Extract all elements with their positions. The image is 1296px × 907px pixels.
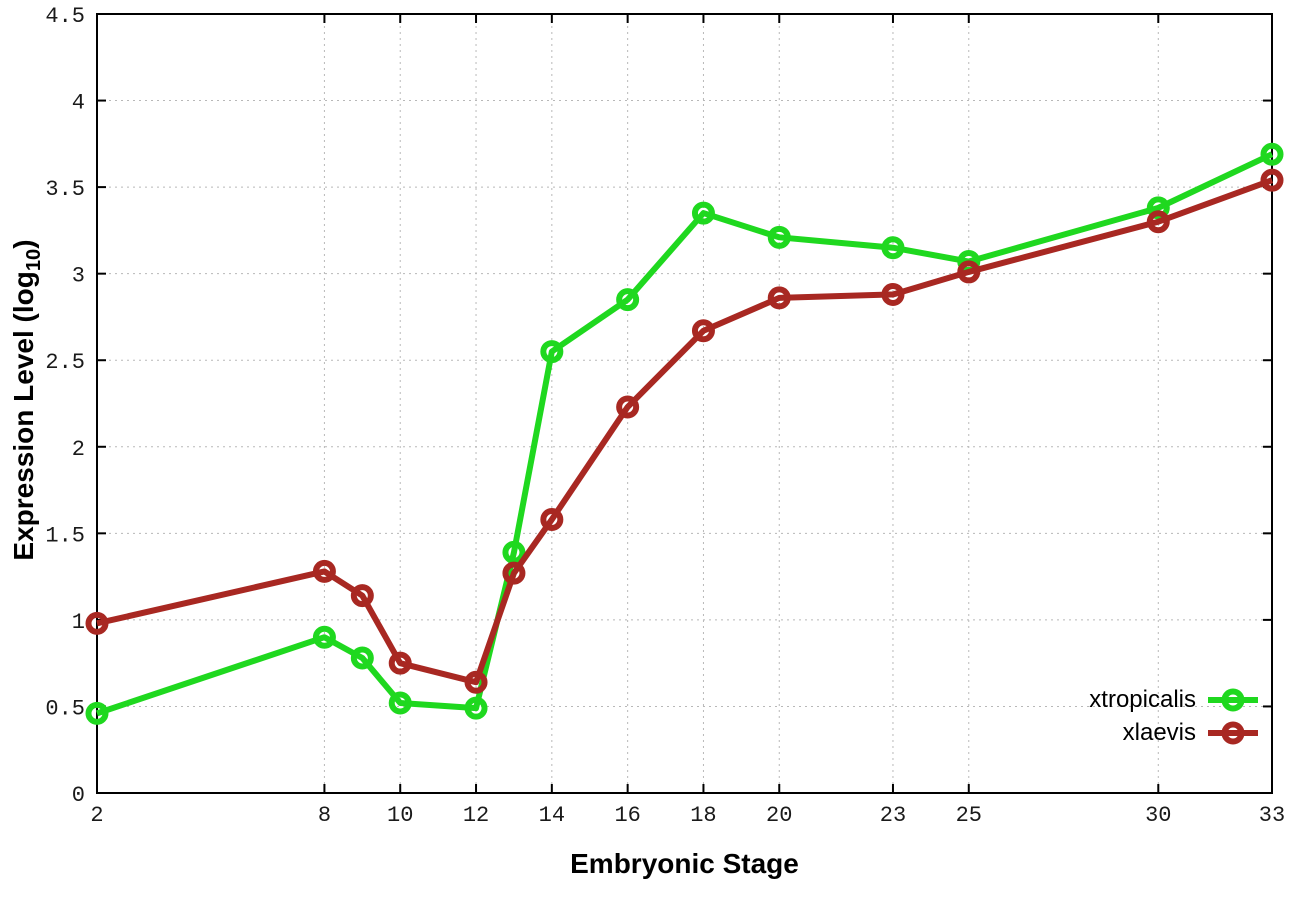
data-point: [388, 691, 412, 715]
data-point: [1260, 142, 1284, 166]
y-tick-label: 4: [72, 91, 85, 116]
data-point: [767, 225, 791, 249]
y-axis-title: Expression Level (log10): [8, 239, 46, 560]
y-axis-title-subscript: 10: [22, 248, 45, 272]
data-point: [312, 625, 336, 649]
data-point: [1146, 210, 1170, 234]
legend: xtropicalis xlaevis: [1089, 684, 1260, 748]
y-axis-title-close: ): [8, 239, 40, 249]
series-xlaevis: [85, 168, 1284, 694]
x-tick-label: 10: [387, 803, 413, 828]
x-tick-label: 8: [318, 803, 331, 828]
x-tick-label: 2: [90, 803, 103, 828]
series-xtropicalis: [85, 142, 1284, 725]
tick-marks: [96, 13, 1273, 794]
data-point: [881, 236, 905, 260]
y-tick-label: 3: [72, 264, 85, 289]
data-point: [616, 288, 640, 312]
legend-item-xlaevis: xlaevis: [1123, 717, 1260, 748]
data-point: [85, 701, 109, 725]
x-tick-label: 12: [463, 803, 489, 828]
y-tick-label: 2: [72, 437, 85, 462]
data-point: [540, 340, 564, 364]
legend-item-xtropicalis: xtropicalis: [1089, 684, 1260, 715]
data-point: [502, 561, 526, 585]
plot-border: [96, 13, 1273, 794]
y-axis-title-text: Expression Level (log: [8, 271, 40, 561]
data-point: [616, 395, 640, 419]
data-point: [85, 611, 109, 635]
series-line: [96, 177, 1274, 686]
sample-marker: [1221, 688, 1245, 711]
data-point: [767, 286, 791, 310]
gridlines: [97, 14, 1272, 793]
x-tick-label: 16: [614, 803, 640, 828]
data-point: [312, 559, 336, 583]
y-tick-label: 3.5: [45, 177, 85, 202]
x-tick-label: 18: [690, 803, 716, 828]
y-tick-label: 2.5: [45, 350, 85, 375]
data-point: [540, 507, 564, 531]
x-tick-label: 25: [956, 803, 982, 828]
data-point: [350, 584, 374, 608]
y-tick-label: 1: [72, 610, 85, 635]
data-point: [464, 670, 488, 694]
data-point: [691, 319, 715, 343]
y-tick-label: 0: [72, 783, 85, 808]
y-tick-label: 0.5: [45, 696, 85, 721]
tick-labels: 2 8 10 12 14 16 18 20 23 25 30 33 0 0.5 1 1.5 2 2.5 3 3.5 4 4…: [45, 4, 1285, 828]
y-tick-label: 1.5: [45, 523, 85, 548]
data-point: [1146, 196, 1170, 220]
x-axis-title: Embryonic Stage: [570, 848, 799, 879]
x-tick-label: 33: [1259, 803, 1285, 828]
x-tick-label: 20: [766, 803, 792, 828]
x-tick-label: 23: [880, 803, 906, 828]
data-point: [388, 651, 412, 675]
data-point: [464, 696, 488, 720]
data-point: [881, 282, 905, 306]
x-tick-label: 30: [1145, 803, 1171, 828]
data-point: [1260, 168, 1284, 192]
line-marker-sample-icon: [1208, 688, 1258, 711]
data-point: [957, 260, 981, 284]
data-point: [691, 201, 715, 225]
data-point: [350, 646, 374, 670]
legend-label: xlaevis: [1122, 718, 1196, 746]
line-marker-sample-icon: [1208, 721, 1258, 744]
y-tick-label: 4.5: [45, 4, 85, 29]
legend-label: xtropicalis: [1089, 685, 1196, 713]
x-tick-label: 14: [539, 803, 565, 828]
data-point: [502, 540, 526, 564]
sample-marker: [1221, 721, 1245, 744]
